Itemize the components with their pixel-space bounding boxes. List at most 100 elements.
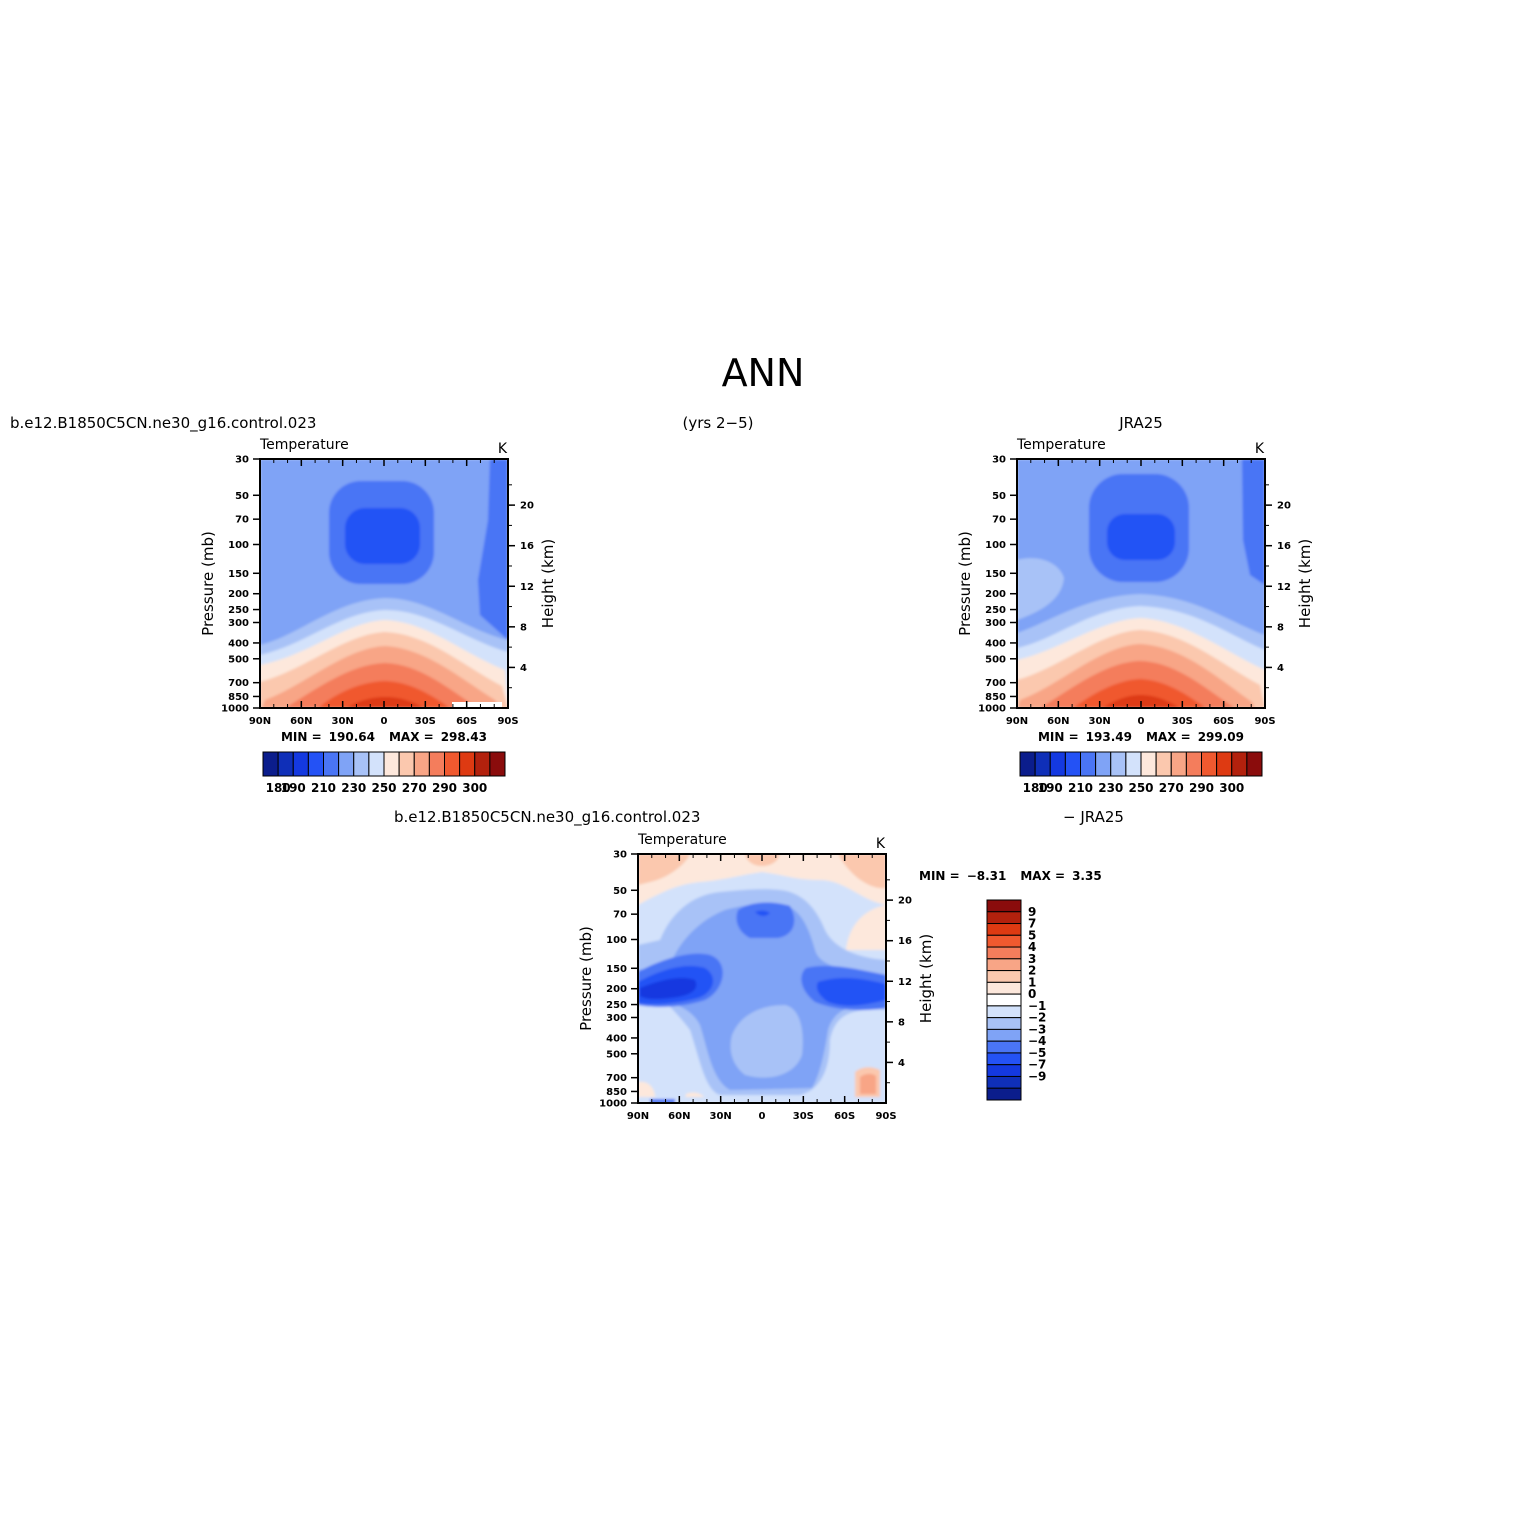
x-tick-label: 90S [1254,716,1275,727]
y-right-tick-label: 8 [898,1017,905,1028]
max-label: MAX = [1146,730,1191,744]
colorbar-label: 290 [432,781,457,795]
top-center-header: (yrs 2−5) [683,414,754,432]
colorbar-swatch [444,751,461,777]
colorbar-label: 190 [1038,781,1063,795]
y-tick-label: 500 [985,654,1006,665]
colorbar-label: −4 [1028,1034,1046,1048]
colorbar-swatch [986,946,1022,960]
y-tick-label: 1000 [599,1099,627,1110]
y-tick-label: 200 [228,589,249,600]
colorbar-swatch [986,899,1022,913]
colorbar-label: 5 [1028,928,1036,942]
top-right-header: JRA25 [1118,414,1163,432]
colorbar-swatch [489,751,506,777]
y-tick-label: 700 [606,1073,627,1084]
contour-field-model [260,459,508,708]
y-right-axis-label: Height (km) [539,539,557,628]
x-tick-label: 0 [1138,716,1145,727]
y-axis-label: Pressure (mb) [577,926,595,1031]
colorbar-swatch [1216,751,1233,777]
colorbar-swatch [1095,751,1112,777]
max-value: 298.43 [441,730,487,744]
colorbar-label: 180 [1023,781,1048,795]
colorbar-swatch [986,934,1022,948]
colorbar-swatch [986,923,1022,936]
colorbar-label: 300 [462,781,487,795]
x-tick-label: 30N [332,716,354,727]
colorbar-label: 230 [341,781,366,795]
min-max-stats: MIN = −8.31 MAX = 3.35 [919,869,1102,883]
bottom-header-left: b.e12.B1850C5CN.ne30_g16.control.023 [394,808,700,827]
colorbar-swatch [1125,751,1142,777]
y-tick-label: 50 [992,491,1006,502]
colorbar-swatch [986,1040,1022,1054]
y-tick-label: 1000 [221,704,249,715]
y-tick-label: 850 [985,692,1006,703]
colorbar-swatch [986,1075,1022,1089]
y-tick-label: 250 [606,1000,627,1011]
y-tick-label: 500 [228,654,249,665]
x-tick-label: 90N [249,716,271,727]
y-tick-label: 250 [228,605,249,616]
y-tick-label: 1000 [978,704,1006,715]
colorbar-swatch [986,1028,1022,1042]
colorbar-label: 1 [1028,975,1036,989]
max-label: MAX = [389,730,434,744]
y-tick-label: 400 [606,1033,627,1044]
colorbar-label: 250 [1128,781,1153,795]
y-right-axis-label: Height (km) [917,934,935,1023]
contour-field-obs [1017,459,1265,708]
colorbar-swatch [1080,751,1097,777]
y-tick-label: 850 [228,692,249,703]
panel-obs: Temperature K 90N 60N 30N 0 30S 60S 90S 30 50 70 100… [956,437,1314,744]
colorbar-label: −2 [1028,1011,1046,1025]
colorbar-swatch [1049,751,1066,777]
colorbar-label: 290 [1189,781,1214,795]
colorbar-swatch [353,751,370,777]
colorbar-label: 270 [1159,781,1184,795]
y-right-tick-label: 20 [520,501,534,512]
colorbar-swatch [1185,751,1202,777]
colorbar-label: 4 [1028,940,1036,954]
colorbar-swatch [1064,751,1081,777]
x-tick-label: 60S [1213,716,1234,727]
y-right-tick-label: 20 [898,896,912,907]
y-tick-label: 100 [228,540,249,551]
colorbar-label: 9 [1028,905,1036,919]
max-label: MAX = [1020,869,1065,883]
colorbar-swatch [277,751,294,777]
units-label: K [876,836,886,852]
colorbar-swatch [986,1017,1022,1030]
min-value: −8.31 [967,869,1007,883]
y-tick-label: 250 [985,605,1006,616]
colorbar-label: −5 [1028,1046,1046,1060]
y-right-tick-label: 12 [520,582,534,593]
y-tick-label: 100 [985,540,1006,551]
colorbar-swatch [323,751,340,777]
y-right-tick-label: 16 [898,936,912,947]
colorbar-swatch [986,1064,1022,1077]
colorbar-label: 230 [1098,781,1123,795]
colorbar-swatch [986,993,1022,1007]
x-tick-label: 60S [834,1111,855,1122]
colorbar-swatch [307,751,324,777]
y-tick-label: 400 [985,638,1006,649]
colorbar-label: 2 [1028,964,1036,978]
y-tick-label: 150 [606,964,627,975]
colorbar-swatch [1201,751,1218,777]
y-tick-label: 70 [613,910,627,921]
y-right-tick-label: 12 [1277,582,1291,593]
colorbar-label: −3 [1028,1022,1046,1036]
colorbar-swatch [986,958,1022,972]
colorbar-swatch [1019,751,1036,777]
colorbar-swatch [428,751,445,777]
colorbar-swatch [459,751,476,777]
colorbar-swatch [398,751,415,777]
y-tick-label: 30 [613,850,627,861]
y-tick-label: 70 [992,515,1006,526]
colorbar-swatch [262,751,279,777]
